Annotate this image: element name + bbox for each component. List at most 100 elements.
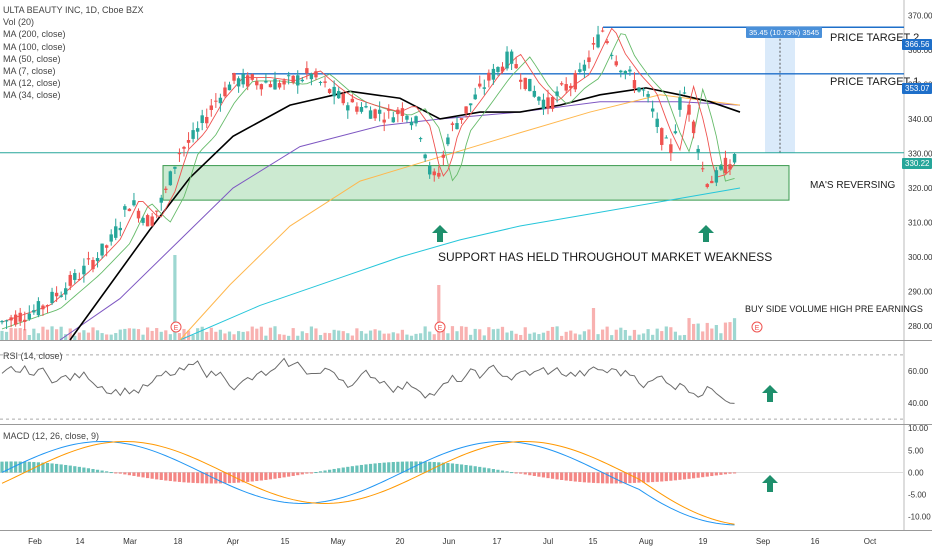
candle-body [569,85,573,89]
candle-body [309,73,314,80]
candle-body [296,75,300,86]
support-arrow-june [432,225,448,242]
candle-body [291,75,295,83]
candle-body [59,295,63,297]
volume-bar [314,328,318,340]
volume-bar [655,328,659,340]
volume-bar [382,333,386,340]
volume-bar [59,326,63,340]
macd-histogram-bar [378,462,382,473]
candle-body [264,80,268,83]
macd-histogram-bar [655,472,659,482]
volume-bar [23,329,27,340]
candle-body [54,292,59,297]
volume-bar [578,334,582,340]
volume-bar [464,326,468,340]
macd-histogram-bar [205,472,209,484]
volume-bar [723,322,728,340]
candle-body [127,208,132,212]
candle-body [150,216,154,226]
volume-bar [36,333,40,340]
rsi-up-arrow [762,385,778,402]
macd-histogram-bar [441,462,445,473]
candle-body [546,97,550,109]
macd-histogram-bar [532,472,536,476]
volume-bar [555,326,559,340]
candle-body [500,66,505,72]
volume-bar [328,333,332,340]
macd-histogram-bar [55,463,59,473]
ma7-line [1,27,735,323]
price-axis-tick: 290.00 [908,288,932,297]
volume-bar [528,333,532,340]
volume-bar [423,326,427,340]
volume-bar [660,331,664,340]
macd-histogram-bar [687,472,691,479]
macd-histogram-bar [368,463,373,473]
macd-histogram-bar [123,472,127,475]
volume-bar [446,333,450,340]
volume-bar [27,335,31,340]
macd-histogram-bar [355,465,359,473]
candle-body [159,197,163,203]
macd-histogram-bar [359,464,364,473]
macd-histogram-bar [619,472,623,484]
candle-body [77,279,82,281]
macd-histogram-bar [682,472,687,480]
earnings-marker [434,321,446,333]
macd-histogram-bar [550,472,555,479]
macd-histogram-bar [423,461,427,473]
macd-histogram-bar [510,472,514,474]
time-axis-tick: Oct [864,537,877,546]
volume-bar [332,329,336,340]
volume-bar [346,333,350,340]
macd-histogram-bar [209,472,213,484]
macd-histogram-bar [100,470,104,473]
macd-histogram-bar [696,472,700,478]
rsi-pane-label: RSI (14, close) [3,351,63,361]
macd-histogram-bar [464,464,468,473]
macd-histogram-bar [173,472,177,482]
volume-bar [614,329,618,340]
candle-body [528,78,532,92]
volume-bar [196,328,200,340]
candle-body [519,79,523,82]
macd-histogram-bar [601,472,605,484]
macd-histogram-bar [591,472,596,483]
volume-bar [473,328,477,340]
volume-bar [368,330,373,340]
candle-body [191,130,195,139]
rsi-axis-tick: 40.00 [908,399,929,408]
macd-histogram-bar [573,472,577,482]
price-axis-tick: 360.00 [908,46,932,55]
macd-histogram-bar [105,471,109,473]
candle-body [473,94,477,100]
macd-histogram-bar [596,472,600,484]
macd-histogram-bar [296,472,300,476]
macd-histogram-bar [732,472,737,474]
candle-body [437,172,441,177]
macd-histogram-bar [459,464,464,473]
time-axis-tick: 20 [396,537,405,546]
macd-histogram-bar [4,461,9,473]
candle-body [23,319,27,322]
volume-bar [519,334,523,340]
candle-body [650,108,655,112]
volume-bar [50,326,54,340]
candle-body [559,83,564,85]
macd-histogram-bar [64,464,68,473]
macd-histogram-bar [268,472,273,480]
candle-body [241,73,245,85]
volume-bar [250,326,254,340]
candle-body [673,131,678,134]
time-axis-tick: 14 [76,537,85,546]
candle-body [719,165,723,170]
candle-body [195,128,200,132]
candle-body [514,64,518,69]
candle-body [355,106,359,112]
candle-body [364,106,368,108]
volume-bar [732,318,737,340]
candle-body [541,99,546,109]
legend-ma100: MA (100, close) [3,41,66,52]
